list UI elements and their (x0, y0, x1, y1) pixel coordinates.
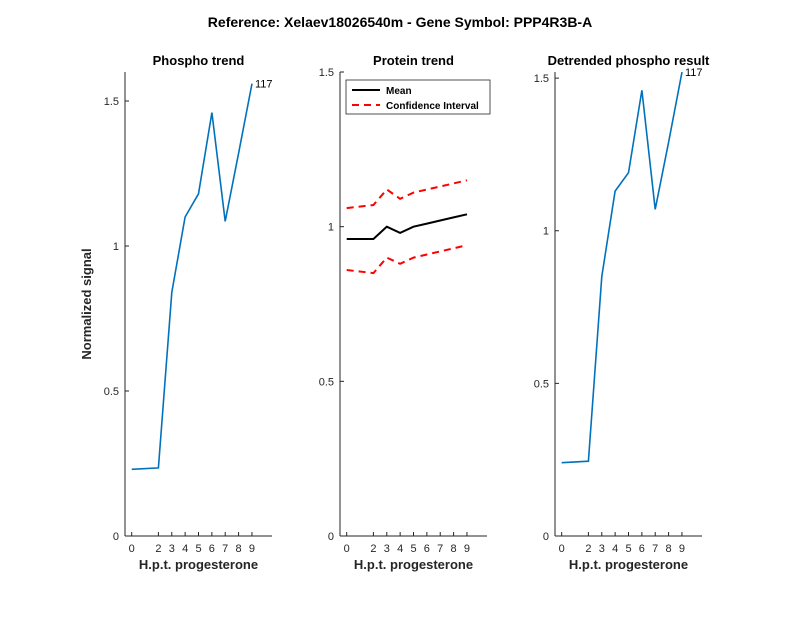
x-tick-label: 0 (129, 543, 135, 555)
y-tick-label: 1.5 (319, 67, 334, 79)
x-tick-label: 7 (222, 543, 228, 555)
series-line-1 (131, 83, 253, 471)
x-tick-label: 0 (344, 543, 350, 555)
series-line-3 (346, 244, 468, 275)
series-end-label: 117 (685, 67, 703, 79)
panel-3: 0 0.5 1 1.5 0 2 3 4 5 6 7 8 9 Detrended phospho resul… (534, 53, 710, 572)
x-tick-label: 7 (652, 543, 658, 555)
x-axis-label: H.p.t. progesterone (569, 557, 688, 572)
chart-title: Detrended phospho result (548, 53, 710, 68)
y-tick-label: 1.5 (534, 73, 549, 85)
series-end-label: 117 (255, 79, 273, 91)
legend-label: Mean (386, 86, 412, 97)
x-tick-label: 9 (679, 543, 685, 555)
x-tick-label: 0 (559, 543, 565, 555)
y-tick-label: 0 (113, 531, 119, 543)
x-tick-label: 9 (464, 543, 470, 555)
x-axis-label: H.p.t. progesterone (354, 557, 473, 572)
chart-title: Protein trend (373, 53, 454, 68)
x-tick-label: 2 (155, 543, 161, 555)
legend-label: Confidence Interval (386, 101, 479, 112)
legend-box (345, 79, 491, 115)
x-axis-label: H.p.t. progesterone (139, 557, 258, 572)
series-line-1 (346, 213, 468, 240)
x-tick-label: 5 (195, 543, 201, 555)
y-tick-label: 0 (328, 531, 334, 543)
x-tick-label: 2 (370, 543, 376, 555)
x-tick-label: 4 (612, 543, 618, 555)
x-tick-label: 4 (397, 543, 403, 555)
y-tick-label: 1 (543, 226, 549, 238)
x-tick-label: 8 (451, 543, 457, 555)
y-tick-label: 0.5 (534, 378, 549, 390)
x-tick-label: 7 (437, 543, 443, 555)
series-line-1 (561, 71, 683, 464)
y-tick-label: 0 (543, 531, 549, 543)
y-tick-label: 1 (328, 222, 334, 234)
y-tick-label: 0.5 (319, 376, 334, 388)
legend: Mean Confidence Interval (345, 79, 491, 115)
y-tick-label: 0.5 (104, 386, 119, 398)
x-tick-label: 4 (182, 543, 188, 555)
x-tick-label: 6 (639, 543, 645, 555)
x-tick-label: 3 (169, 543, 175, 555)
series-line-2 (346, 179, 468, 210)
panel-1: 0 0.5 1 1.5 0 2 3 4 5 6 7 8 9 Phospho trend H.p.t. pro… (79, 53, 273, 572)
x-tick-label: 3 (384, 543, 390, 555)
x-tick-label: 8 (236, 543, 242, 555)
chart-title: Phospho trend (153, 53, 245, 68)
figure-suptitle: Reference: Xelaev18026540m - Gene Symbol… (207, 14, 593, 30)
y-tick-label: 1.5 (104, 96, 119, 108)
x-tick-label: 6 (209, 543, 215, 555)
y-tick-label: 1 (113, 241, 119, 253)
x-tick-label: 3 (599, 543, 605, 555)
x-tick-label: 6 (424, 543, 430, 555)
x-tick-label: 5 (410, 543, 416, 555)
x-tick-label: 2 (585, 543, 591, 555)
y-axis-label: Normalized signal (79, 248, 94, 359)
panel-2: 0 0.5 1 1.5 0 2 3 4 5 6 7 8 9 Protein trend H.p.t. pro… (319, 53, 491, 572)
x-tick-label: 8 (666, 543, 672, 555)
x-tick-label: 5 (625, 543, 631, 555)
x-tick-label: 9 (249, 543, 255, 555)
